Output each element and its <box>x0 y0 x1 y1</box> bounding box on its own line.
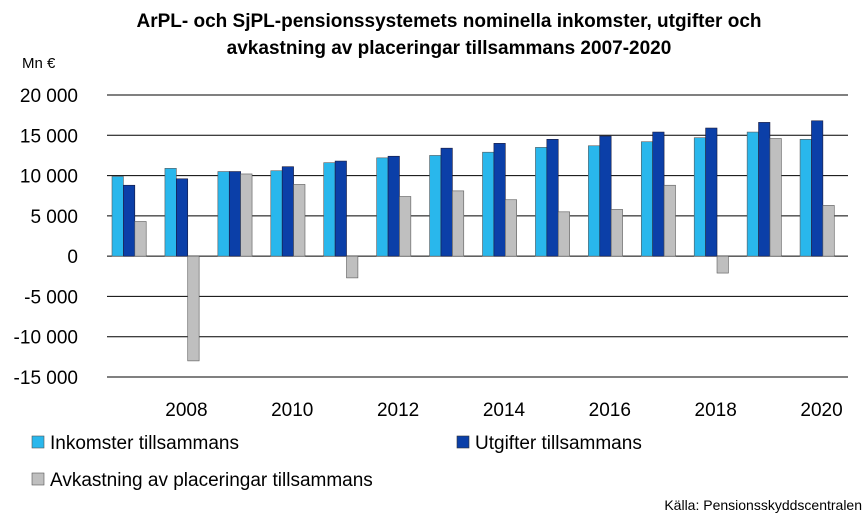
bar-inkomster-tillsammans-2013 <box>429 155 442 257</box>
bar-avkastning-av-placeringar-tillsammans-2018 <box>716 255 729 274</box>
bar-avkastning-av-placeringar-tillsammans-2010 <box>293 184 306 257</box>
bar-avkastning-av-placeringar-tillsammans-2013 <box>452 190 465 257</box>
legend: Inkomster tillsammans Utgifter tillsamma… <box>31 433 642 491</box>
bar-inkomster-tillsammans-2009 <box>217 171 230 257</box>
bar-inkomster-tillsammans-2007 <box>111 176 124 257</box>
legend-swatch-avkastning <box>31 472 45 486</box>
bar-utgifter-tillsammans-2019 <box>758 122 771 257</box>
bar-avkastning-av-placeringar-tillsammans-2016 <box>610 209 623 257</box>
y-tick-label-20000: 20 000 <box>20 86 78 107</box>
legend-item-inkomster: Inkomster tillsammans <box>31 433 239 454</box>
bar-inkomster-tillsammans-2017 <box>640 141 653 257</box>
bar-inkomster-tillsammans-2012 <box>376 157 389 257</box>
legend-label-utgifter: Utgifter tillsammans <box>475 433 642 454</box>
x-tick-label-2018: 2018 <box>695 400 737 421</box>
y-tick-label-15000: 15 000 <box>20 126 78 147</box>
bar-avkastning-av-placeringar-tillsammans-2017 <box>663 184 676 257</box>
bar-avkastning-av-placeringar-tillsammans-2007 <box>134 221 147 257</box>
bar-avkastning-av-placeringar-tillsammans-2009 <box>240 173 253 257</box>
x-tick-label-2020: 2020 <box>800 400 842 421</box>
y-tick-label-10000: -10 000 <box>14 328 78 349</box>
y-tick-label-15000: -15 000 <box>14 368 78 389</box>
bars <box>111 120 835 362</box>
bar-avkastning-av-placeringar-tillsammans-2012 <box>399 196 412 257</box>
bar-inkomster-tillsammans-2018 <box>693 137 706 257</box>
bar-utgifter-tillsammans-2014 <box>493 143 506 257</box>
bar-utgifter-tillsammans-2017 <box>652 131 665 257</box>
legend-label-avkastning: Avkastning av placeringar tillsammans <box>50 470 373 491</box>
source-note: Källa: Pensionsskyddscentralen <box>664 497 862 513</box>
bar-utgifter-tillsammans-2011 <box>334 160 347 257</box>
x-tick-label-2010: 2010 <box>271 400 313 421</box>
bar-inkomster-tillsammans-2010 <box>270 170 283 257</box>
y-tick-label-5000: 5 000 <box>30 207 78 228</box>
bar-utgifter-tillsammans-2020 <box>811 120 824 257</box>
bar-avkastning-av-placeringar-tillsammans-2011 <box>346 255 359 279</box>
y-axis-unit-label: Mn € <box>22 55 56 72</box>
bar-inkomster-tillsammans-2015 <box>535 147 548 257</box>
bar-utgifter-tillsammans-2007 <box>123 184 136 257</box>
bar-utgifter-tillsammans-2015 <box>546 139 559 257</box>
bar-inkomster-tillsammans-2019 <box>746 131 759 257</box>
bar-avkastning-av-placeringar-tillsammans-2020 <box>822 205 835 257</box>
bar-inkomster-tillsammans-2011 <box>323 162 336 257</box>
bar-utgifter-tillsammans-2009 <box>228 171 241 257</box>
bar-inkomster-tillsammans-2016 <box>588 145 601 257</box>
y-axis-ticks: 20 000 15 000 10 000 5 000 0 -5 000 -10 000 -15… <box>14 86 78 389</box>
bar-avkastning-av-placeringar-tillsammans-2014 <box>504 199 517 257</box>
bar-utgifter-tillsammans-2010 <box>281 166 294 257</box>
x-axis-ticks: 2008 2010 2012 2014 2016 2018 2020 <box>165 400 842 421</box>
y-tick-label-5000: -5 000 <box>24 287 78 308</box>
bar-inkomster-tillsammans-2020 <box>799 139 812 257</box>
y-tick-label-10000: 10 000 <box>20 167 78 188</box>
legend-label-inkomster: Inkomster tillsammans <box>50 433 239 454</box>
bar-utgifter-tillsammans-2008 <box>176 178 189 257</box>
legend-swatch-utgifter <box>456 435 470 449</box>
legend-swatch-inkomster <box>31 435 45 449</box>
x-tick-label-2014: 2014 <box>483 400 526 421</box>
bar-avkastning-av-placeringar-tillsammans-2019 <box>769 138 782 257</box>
chart-title-line-2: avkastning av placeringar tillsammans 20… <box>227 38 672 59</box>
bar-utgifter-tillsammans-2018 <box>705 127 718 257</box>
bar-utgifter-tillsammans-2013 <box>440 147 453 257</box>
bar-utgifter-tillsammans-2012 <box>387 155 400 257</box>
bar-avkastning-av-placeringar-tillsammans-2015 <box>557 211 570 257</box>
y-tick-label-0: 0 <box>67 247 78 268</box>
x-tick-label-2016: 2016 <box>589 400 631 421</box>
legend-item-avkastning: Avkastning av placeringar tillsammans <box>31 470 373 491</box>
bar-utgifter-tillsammans-2016 <box>599 135 612 257</box>
chart-title-line-1: ArPL- och SjPL-pensionssystemets nominel… <box>136 11 761 32</box>
bar-inkomster-tillsammans-2014 <box>482 151 495 257</box>
legend-item-utgifter: Utgifter tillsammans <box>456 433 642 454</box>
bar-inkomster-tillsammans-2008 <box>164 168 177 257</box>
chart-title: ArPL- och SjPL-pensionssystemets nominel… <box>136 11 761 59</box>
bar-avkastning-av-placeringar-tillsammans-2008 <box>187 255 200 362</box>
x-tick-label-2008: 2008 <box>165 400 207 421</box>
x-tick-label-2012: 2012 <box>377 400 419 421</box>
